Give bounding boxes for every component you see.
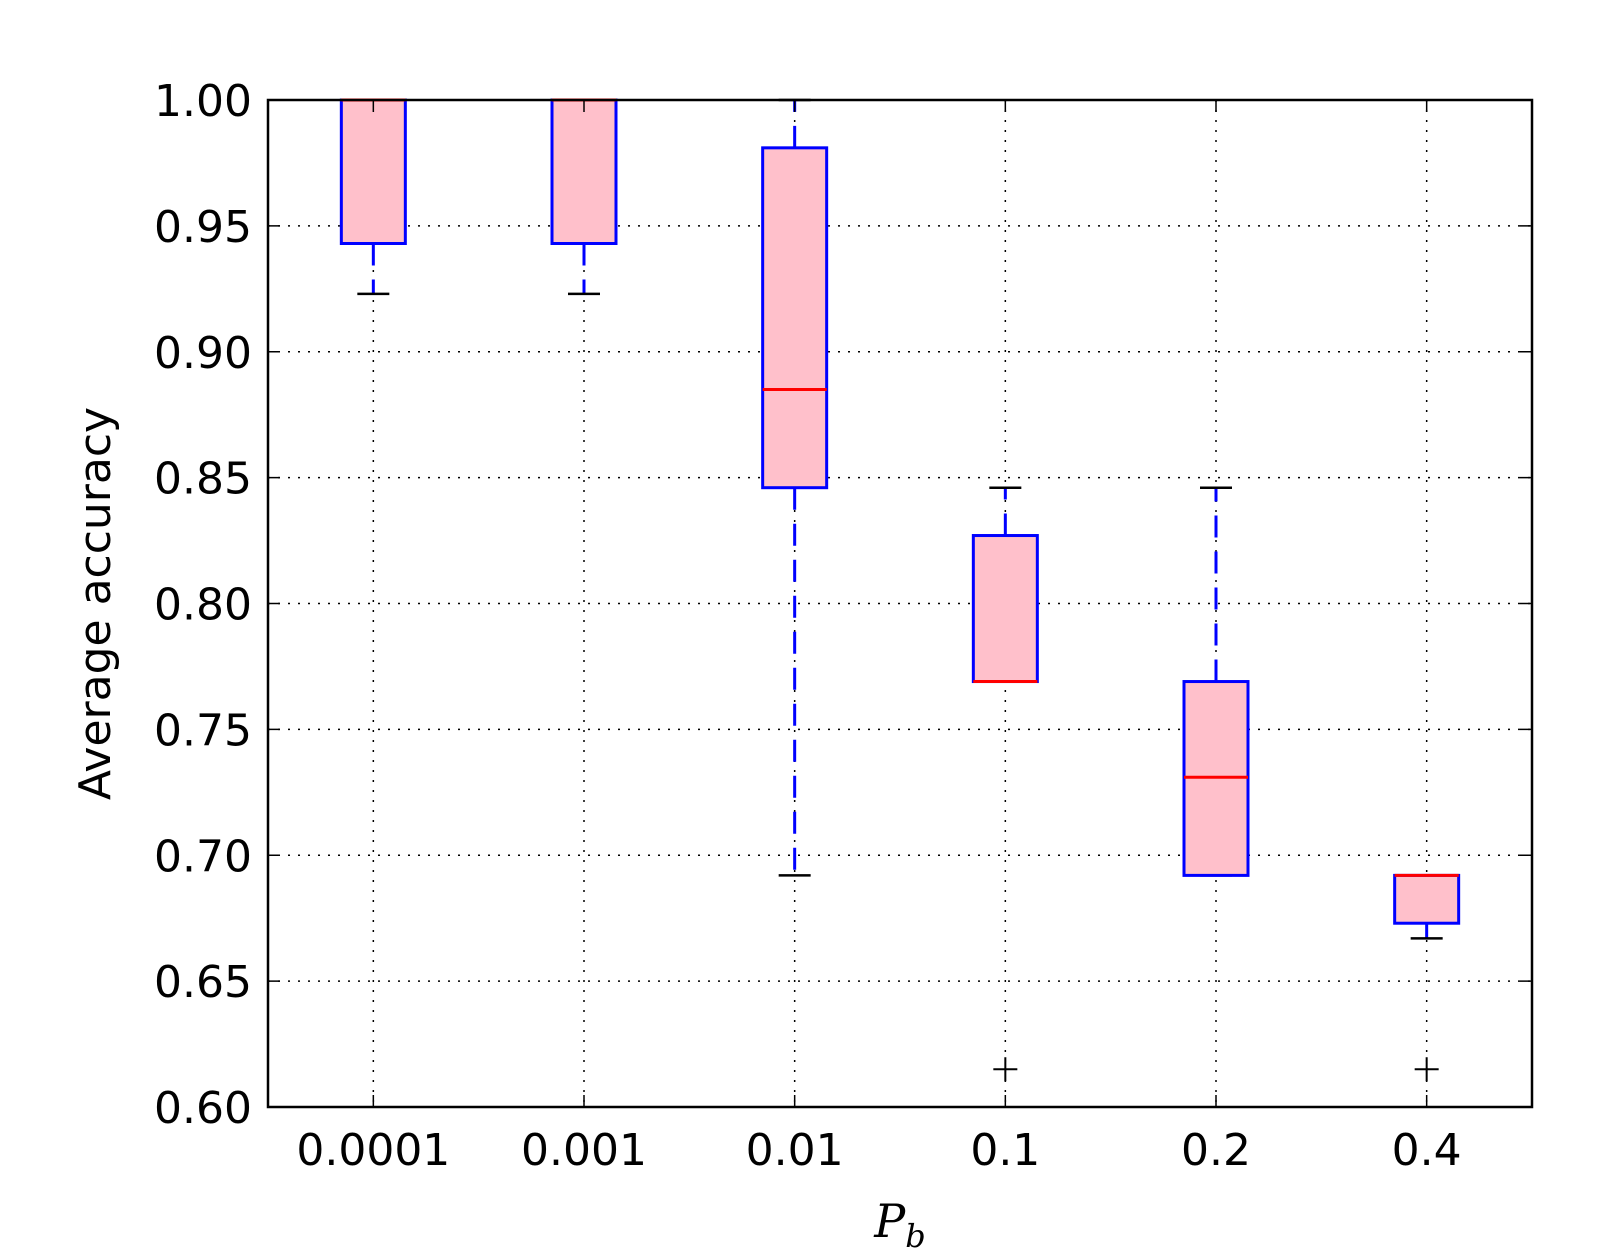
axis-ticks: 0.60 0.65 0.70 0.75 0.80 0.85 0.90 0.95 1.00 0.00… bbox=[154, 76, 1532, 1176]
outlier-marker bbox=[993, 1057, 1018, 1082]
box-iqr bbox=[971, 534, 1039, 684]
y-tick-label: 0.70 bbox=[154, 831, 252, 882]
y-tick-label: 0.75 bbox=[154, 705, 252, 756]
box-series bbox=[339, 98, 1461, 1082]
x-tick-label: 0.4 bbox=[1392, 1125, 1462, 1176]
box-0.0001 bbox=[339, 98, 407, 296]
y-tick-label: 0.60 bbox=[154, 1083, 252, 1134]
box-iqr bbox=[1393, 873, 1461, 925]
x-tick-label: 0.1 bbox=[970, 1125, 1040, 1176]
box-0.001 bbox=[550, 98, 618, 296]
x-tick-label: 0.2 bbox=[1181, 1125, 1251, 1176]
box-iqr bbox=[761, 146, 829, 490]
box-iqr bbox=[550, 98, 618, 245]
grid-lines bbox=[268, 99, 1532, 1108]
box-iqr bbox=[339, 98, 407, 245]
y-tick-label: 0.90 bbox=[154, 328, 252, 379]
x-tick-label: 0.001 bbox=[521, 1125, 647, 1176]
y-tick-label: 0.65 bbox=[154, 957, 252, 1008]
y-tick-label: 0.80 bbox=[154, 580, 252, 631]
y-tick-label: 0.85 bbox=[154, 454, 252, 505]
x-axis-label-main: P bbox=[873, 1194, 906, 1248]
box-0.4 bbox=[1393, 873, 1461, 1082]
y-tick-label: 0.95 bbox=[154, 202, 252, 253]
x-tick-label: 0.0001 bbox=[296, 1125, 450, 1176]
y-tick-label: 1.00 bbox=[154, 76, 252, 127]
box-0.2 bbox=[1182, 486, 1250, 877]
box-0.1 bbox=[971, 486, 1039, 1082]
x-tick-label: 0.01 bbox=[746, 1125, 844, 1176]
x-axis-label-subscript: b bbox=[905, 1217, 925, 1254]
x-axis-label: Pb bbox=[873, 1194, 925, 1254]
outlier-marker bbox=[1414, 1057, 1439, 1082]
y-axis-label: Average accuracy bbox=[70, 407, 121, 800]
box-0.01 bbox=[761, 98, 829, 877]
